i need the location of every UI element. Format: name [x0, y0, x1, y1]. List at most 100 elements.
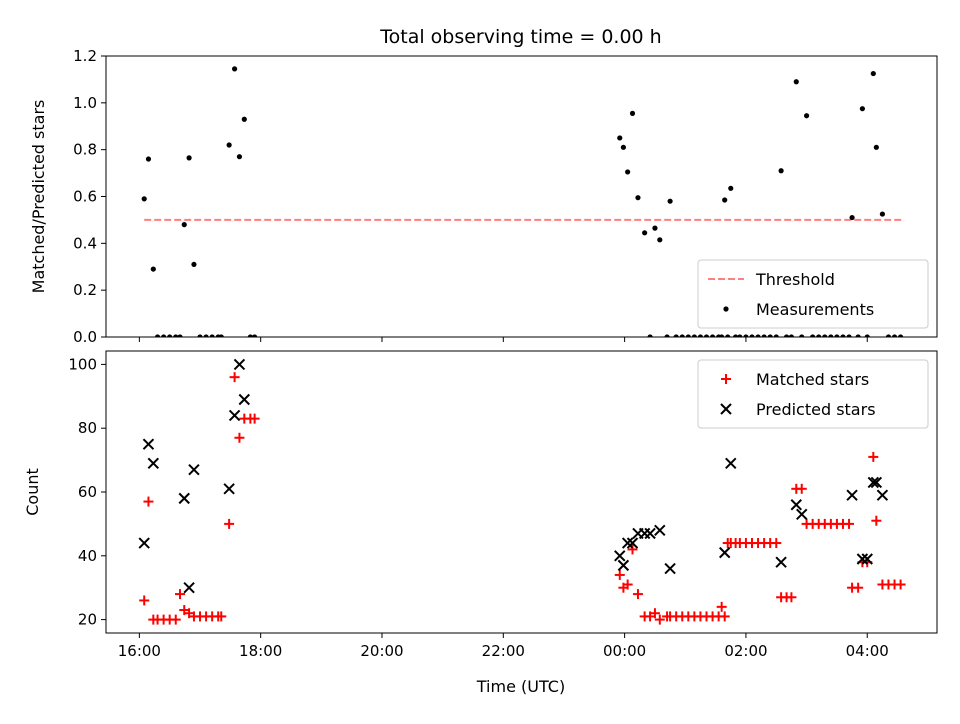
predicted-marker: [228, 409, 241, 422]
matched-marker: [871, 515, 882, 526]
predicted-marker: [870, 476, 883, 489]
predicted-marker: [621, 537, 634, 549]
series-matched-stars: [139, 372, 906, 625]
measurement-point: [177, 334, 183, 337]
measurement-point: [898, 334, 904, 337]
measurement-point: [828, 334, 834, 337]
y-axis-label: Count: [23, 468, 42, 516]
measurement-point: [767, 334, 773, 337]
predicted-marker: [233, 358, 246, 371]
axes-frame: [105, 55, 938, 338]
measurement-point: [697, 334, 704, 337]
matched-marker: [632, 589, 643, 600]
matched-marker: [170, 614, 181, 625]
measurement-point: [186, 155, 192, 161]
y-tick-label: 40: [78, 547, 97, 565]
legend-matched-swatch: [721, 374, 731, 384]
measurement-point: [673, 334, 679, 337]
measurement-point: [703, 334, 710, 337]
measurement-point: [773, 334, 779, 337]
measurement-point: [719, 334, 725, 337]
matched-marker: [649, 608, 660, 619]
matched-marker: [234, 432, 245, 443]
measurement-point: [161, 334, 167, 337]
y-tick-label: 60: [78, 483, 97, 501]
measurement-point: [778, 168, 784, 174]
measurement-point: [733, 334, 739, 337]
measurement-point: [679, 334, 685, 337]
predicted-marker: [876, 489, 889, 501]
plot-area: [138, 358, 906, 625]
measurement-point: [167, 334, 173, 337]
matched-marker: [249, 413, 260, 424]
axes-frame: [105, 350, 938, 634]
y-tick-label: 0.4: [73, 234, 97, 252]
measurement-point: [849, 214, 855, 221]
measurement-point: [722, 197, 728, 203]
matched-marker: [868, 451, 879, 462]
predicted-marker: [725, 457, 737, 469]
predicted-marker: [718, 546, 731, 559]
measurement-point: [709, 334, 716, 337]
matched-marker: [614, 569, 625, 580]
matched-marker: [719, 611, 730, 622]
measurement-point: [218, 334, 224, 337]
measurement-point: [620, 144, 627, 150]
measurement-point: [725, 334, 731, 337]
measurement-point: [749, 334, 755, 337]
legend-box: [697, 259, 929, 329]
y-tick-label: 1.0: [73, 94, 97, 112]
panel-2: 20 40 60 80 100 16:00 18:00 20:00 22:00 00:00 02:0…: [23, 350, 938, 660]
matched-marker: [853, 582, 864, 593]
y-tick-label: 0.8: [73, 141, 97, 159]
matched-marker: [622, 579, 633, 590]
measurement-point: [728, 185, 734, 191]
legend-measurements-swatch: [723, 306, 729, 312]
y-axis-label: Matched/Predicted stars: [29, 100, 48, 294]
measurement-point: [629, 110, 636, 116]
measurement-point: [799, 334, 805, 337]
y-tick-label: 1.2: [73, 47, 97, 65]
predicted-marker: [790, 499, 802, 511]
measurement-point: [226, 142, 232, 148]
legend-label: Matched stars: [756, 370, 869, 389]
matched-marker: [654, 614, 665, 625]
y-tick-label: 20: [78, 611, 97, 629]
measurement-point: [252, 334, 258, 337]
measurement-point: [154, 334, 161, 337]
measurement-point: [885, 334, 892, 337]
measurement-point: [743, 334, 749, 337]
x-tick-label: 02:00: [724, 642, 767, 660]
measurement-point: [822, 334, 828, 337]
predicted-marker: [238, 393, 251, 406]
measurement-point: [873, 144, 879, 150]
predicted-marker: [796, 508, 808, 521]
measurement-point: [691, 334, 697, 337]
x-axis-label: Time (UTC): [476, 677, 565, 696]
matched-marker: [139, 595, 150, 606]
matched-marker: [844, 518, 855, 529]
measurement-point: [664, 334, 670, 337]
matched-marker: [796, 483, 807, 494]
matched-marker: [627, 544, 638, 555]
measurement-point: [864, 334, 870, 337]
measurement-point: [236, 154, 243, 160]
measurement-point: [642, 230, 648, 236]
predicted-marker: [644, 527, 656, 540]
predicted-marker: [654, 524, 666, 536]
x-tick-label: 04:00: [846, 642, 889, 660]
series-measurements: [141, 66, 904, 337]
predicted-marker: [183, 581, 195, 594]
panel-1: 0.0 0.2 0.4 0.6 0.8 1.0 1.2 Matched/Predicted s…: [29, 47, 938, 346]
measurement-point: [891, 334, 898, 337]
predicted-marker: [861, 553, 873, 565]
measurement-point: [247, 334, 253, 337]
legend-label: Measurements: [756, 300, 874, 319]
measurement-point: [793, 79, 799, 85]
measurement-point: [145, 156, 152, 162]
measurement-point: [625, 169, 631, 175]
measurement-point: [231, 66, 238, 72]
measurement-point: [840, 334, 846, 337]
measurement-point: [635, 195, 641, 201]
predicted-marker: [223, 483, 235, 495]
